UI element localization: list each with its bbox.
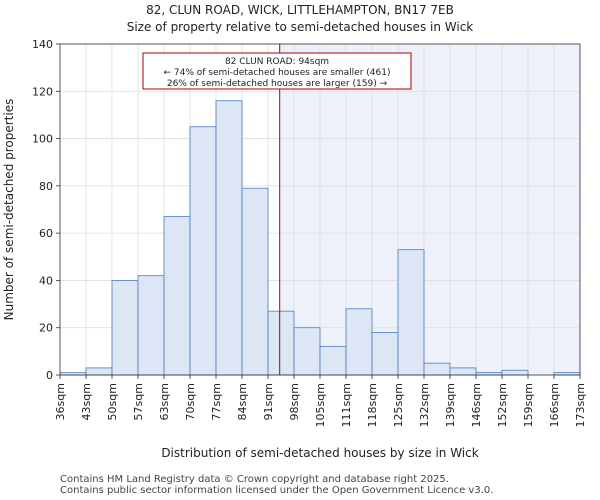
x-tick-label: 111sqm	[340, 383, 353, 427]
annotation-box	[142, 52, 412, 90]
bar	[397, 249, 425, 376]
x-tick-label: 84sqm	[236, 383, 249, 420]
chart-title: 82, CLUN ROAD, WICK, LITTLEHAMPTON, BN17…	[146, 3, 454, 17]
x-tick-label: 91sqm	[262, 383, 275, 420]
y-tick-label: 140	[32, 38, 53, 51]
bar	[371, 332, 399, 376]
y-tick-label: 80	[39, 180, 53, 193]
x-tick-label: 105sqm	[314, 383, 327, 427]
x-tick-label: 57sqm	[132, 383, 145, 420]
annotation-line-1: 82 CLUN ROAD: 94sqm	[225, 57, 329, 67]
y-tick-label: 40	[39, 274, 53, 287]
x-tick-label: 173sqm	[574, 383, 587, 427]
x-tick-label: 50sqm	[106, 383, 119, 420]
y-tick-label: 120	[32, 85, 53, 98]
bar	[267, 310, 295, 376]
bar	[423, 362, 451, 376]
bar	[163, 216, 191, 376]
bar	[345, 308, 373, 376]
bar	[319, 346, 347, 376]
y-tick-label: 20	[39, 322, 53, 335]
footer-line-2: Contains public sector information licen…	[60, 485, 494, 496]
x-tick-label: 132sqm	[418, 383, 431, 427]
x-tick-label: 70sqm	[184, 383, 197, 420]
x-tick-label: 98sqm	[288, 383, 301, 420]
x-tick-label: 146sqm	[470, 383, 483, 427]
x-axis: 36sqm 43sqm 50sqm 57sqm 63sqm 70sqm 77sqm 84sqm…	[54, 375, 587, 427]
chart-subtitle: Size of property relative to semi-detach…	[127, 20, 474, 34]
footer-line-1: Contains HM Land Registry data © Crown c…	[60, 474, 449, 485]
x-tick-label: 159sqm	[522, 383, 535, 427]
x-tick-label: 36sqm	[54, 383, 67, 420]
bar	[215, 100, 243, 376]
x-tick-label: 139sqm	[444, 383, 457, 427]
bar	[189, 126, 217, 376]
x-tick-label: 166sqm	[548, 383, 561, 427]
bar	[111, 280, 139, 376]
annotation-line-3: 26% of semi-detached houses are larger (…	[167, 79, 388, 89]
x-tick-label: 63sqm	[158, 383, 171, 420]
x-axis-label: Distribution of semi-detached houses by …	[161, 446, 478, 460]
bar	[449, 367, 477, 376]
bar	[85, 367, 113, 376]
bars	[59, 100, 581, 376]
x-tick-label: 118sqm	[366, 383, 379, 427]
bar	[293, 327, 321, 376]
x-tick-label: 43sqm	[80, 383, 93, 420]
bar	[137, 275, 165, 376]
y-tick-label: 100	[32, 133, 53, 146]
larger-region-highlight	[279, 44, 580, 375]
annotation-line-2: ← 74% of semi-detached houses are smalle…	[164, 68, 391, 78]
bar	[501, 369, 529, 376]
y-tick-label: 0	[46, 369, 53, 382]
y-axis: 0 20 40 60 80 100 120 140	[32, 38, 60, 382]
bar	[241, 187, 269, 376]
x-tick-label: 152sqm	[496, 383, 509, 427]
y-tick-label: 60	[39, 227, 53, 240]
y-axis-label: Number of semi-detached properties	[2, 99, 16, 321]
x-tick-label: 77sqm	[210, 383, 223, 420]
x-tick-label: 125sqm	[392, 383, 405, 427]
